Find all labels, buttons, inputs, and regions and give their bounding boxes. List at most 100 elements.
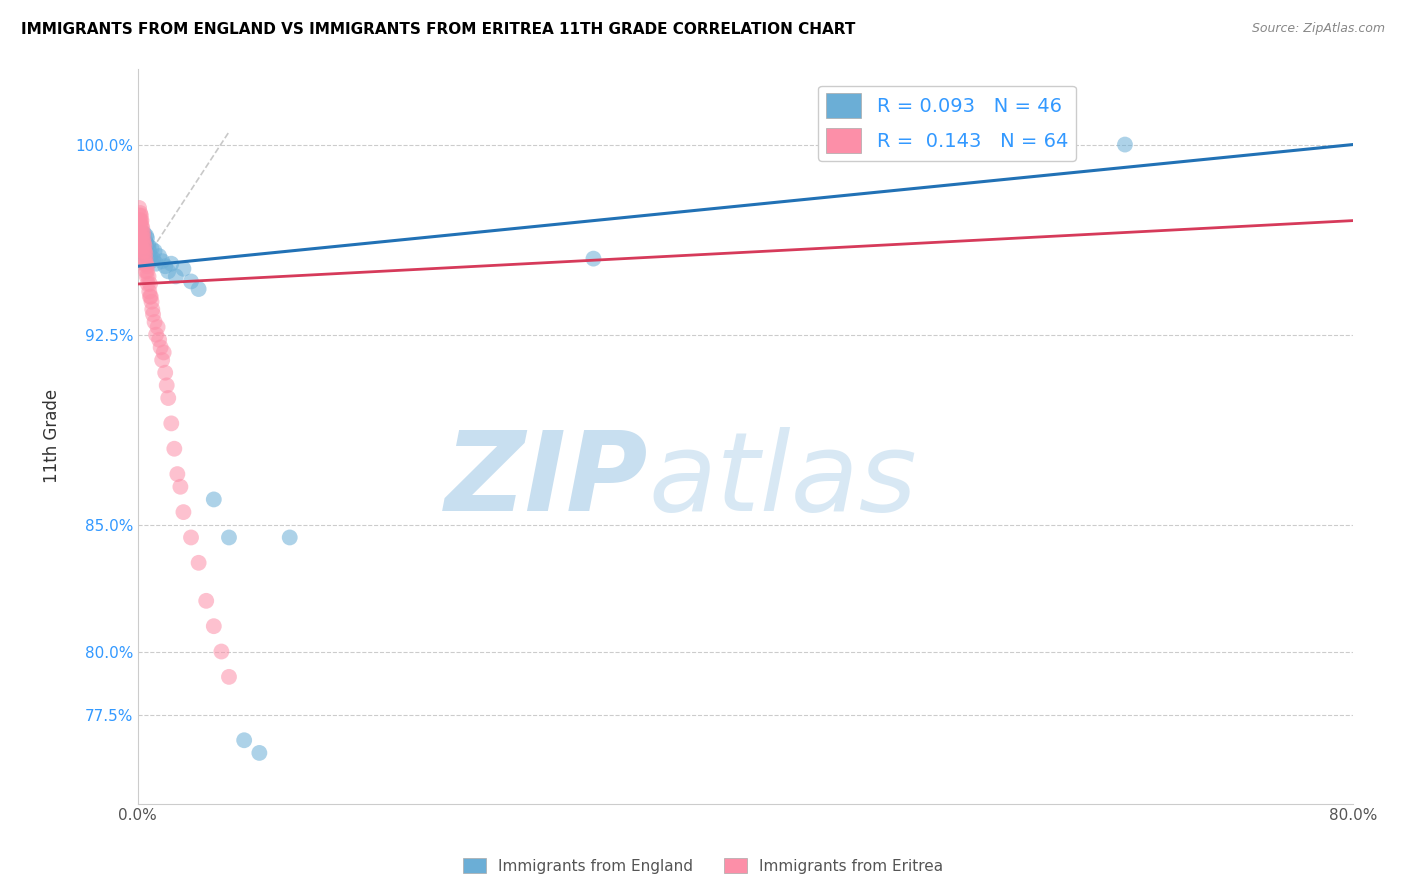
Point: [202, 619, 225, 633]
Legend: R = 0.093   N = 46, R =  0.143   N = 64: R = 0.093 N = 46, R = 0.143 N = 64: [818, 86, 1076, 161]
Point: [195, 594, 218, 608]
Point: [153, 366, 176, 380]
Point: [132, 227, 155, 241]
Point: [134, 246, 156, 260]
Point: [134, 244, 156, 258]
Point: [139, 249, 162, 263]
Point: [142, 252, 165, 266]
Point: [129, 234, 152, 248]
Point: [148, 249, 170, 263]
Point: [132, 234, 155, 248]
Point: [129, 213, 152, 227]
Text: IMMIGRANTS FROM ENGLAND VS IMMIGRANTS FROM ERITREA 11TH GRADE CORRELATION CHART: IMMIGRANTS FROM ENGLAND VS IMMIGRANTS FR…: [21, 22, 855, 37]
Point: [136, 277, 159, 291]
Point: [138, 269, 160, 284]
Point: [132, 231, 155, 245]
Point: [172, 505, 194, 519]
Point: [134, 234, 156, 248]
Point: [129, 209, 152, 223]
Point: [142, 307, 165, 321]
Point: [131, 228, 153, 243]
Point: [278, 531, 301, 545]
Point: [152, 345, 174, 359]
Point: [135, 264, 157, 278]
Point: [132, 231, 155, 245]
Point: [132, 236, 155, 251]
Point: [131, 234, 153, 248]
Point: [180, 275, 202, 289]
Point: [132, 227, 155, 241]
Point: [138, 239, 160, 253]
Point: [172, 261, 194, 276]
Point: [136, 252, 159, 266]
Point: [131, 227, 153, 241]
Point: [131, 221, 153, 235]
Point: [128, 213, 150, 227]
Point: [165, 269, 187, 284]
Point: [180, 531, 202, 545]
Point: [187, 282, 209, 296]
Point: [139, 277, 162, 291]
Point: [129, 219, 152, 233]
Point: [218, 670, 240, 684]
Point: [160, 417, 183, 431]
Point: [153, 259, 176, 273]
Point: [143, 315, 166, 329]
Point: [157, 391, 180, 405]
Point: [169, 480, 191, 494]
Point: [160, 257, 183, 271]
Point: [141, 242, 163, 256]
Point: [128, 213, 150, 227]
Point: [132, 239, 155, 253]
Point: [157, 264, 180, 278]
Point: [135, 269, 157, 284]
Point: [136, 231, 159, 245]
Legend: Immigrants from England, Immigrants from Eritrea: Immigrants from England, Immigrants from…: [457, 852, 949, 880]
Point: [134, 252, 156, 266]
Point: [582, 252, 605, 266]
Point: [132, 246, 155, 260]
Point: [131, 219, 153, 233]
Point: [132, 236, 155, 251]
Point: [131, 244, 153, 258]
Point: [131, 213, 153, 227]
Text: atlas: atlas: [648, 426, 917, 533]
Point: [136, 264, 159, 278]
Point: [134, 257, 156, 271]
Point: [132, 244, 155, 258]
Point: [129, 227, 152, 241]
Point: [209, 644, 232, 658]
Point: [141, 294, 163, 309]
Point: [150, 353, 173, 368]
Point: [136, 259, 159, 273]
Point: [135, 257, 157, 271]
Point: [143, 244, 166, 258]
Point: [233, 733, 256, 747]
Point: [156, 378, 179, 392]
Point: [146, 320, 169, 334]
Point: [148, 333, 170, 347]
Point: [135, 242, 157, 256]
Point: [129, 206, 152, 220]
Point: [132, 239, 155, 253]
Point: [138, 285, 160, 299]
Point: [166, 467, 188, 481]
Point: [202, 492, 225, 507]
Point: [1114, 137, 1136, 152]
Point: [128, 201, 150, 215]
Point: [134, 239, 156, 253]
Point: [129, 227, 152, 241]
Point: [129, 239, 152, 253]
Text: Source: ZipAtlas.com: Source: ZipAtlas.com: [1251, 22, 1385, 36]
Point: [247, 746, 270, 760]
Point: [131, 231, 153, 245]
Point: [134, 239, 156, 253]
Text: ZIP: ZIP: [444, 426, 648, 533]
Point: [163, 442, 186, 456]
Point: [129, 231, 152, 245]
Point: [139, 254, 162, 268]
Point: [218, 531, 240, 545]
Point: [141, 302, 163, 317]
Point: [128, 227, 150, 241]
Point: [139, 290, 162, 304]
